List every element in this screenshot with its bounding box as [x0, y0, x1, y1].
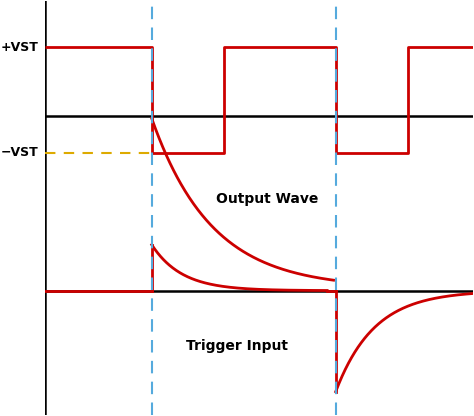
Text: +VST: +VST	[0, 41, 38, 54]
Text: Output Wave: Output Wave	[216, 192, 319, 206]
Text: −VST: −VST	[0, 146, 38, 159]
Text: Trigger Input: Trigger Input	[186, 339, 288, 353]
